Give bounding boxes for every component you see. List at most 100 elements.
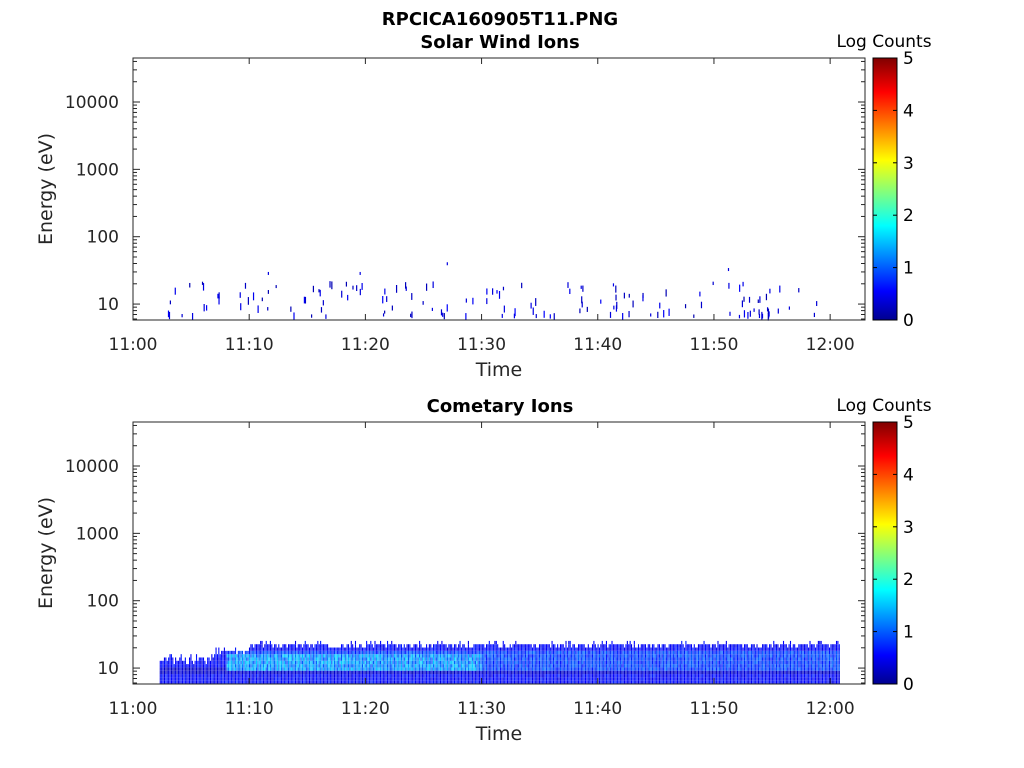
data-cell (627, 677, 628, 680)
data-cell (595, 671, 596, 674)
data-cell (299, 664, 300, 667)
data-cell (712, 664, 713, 667)
data-cell (653, 651, 654, 654)
data-cell (730, 648, 731, 651)
data-cell (547, 674, 548, 677)
data-cell (545, 651, 546, 654)
data-cell (598, 657, 599, 660)
data-cell (522, 661, 523, 664)
data-cell (354, 648, 355, 651)
data-cell (466, 667, 467, 670)
data-cell (706, 664, 707, 667)
data-cell (607, 654, 608, 657)
data-cell (323, 677, 324, 680)
data-cell (497, 651, 498, 654)
data-cell (305, 648, 306, 651)
data-cell (582, 657, 583, 660)
data-cell (181, 657, 182, 660)
data-cell (724, 674, 725, 677)
data-cell (598, 674, 599, 677)
data-cell (701, 661, 702, 664)
data-cell (356, 285, 357, 291)
data-cell (459, 644, 460, 647)
data-cell (691, 661, 692, 664)
data-cell (331, 664, 332, 667)
data-cell (681, 677, 682, 680)
data-cell (393, 654, 394, 657)
data-cell (296, 654, 297, 657)
data-cell (260, 654, 261, 657)
data-cell (381, 667, 382, 670)
data-cell (386, 654, 387, 657)
data-cell (490, 667, 491, 670)
data-cell (478, 648, 479, 651)
data-cell (415, 661, 416, 664)
data-cell (539, 651, 540, 654)
data-cell (666, 661, 667, 664)
data-cell (430, 648, 431, 651)
data-cell (374, 661, 375, 664)
data-cell (687, 654, 688, 657)
data-cell (602, 657, 603, 660)
data-cell (614, 671, 615, 674)
data-cell (366, 667, 367, 670)
data-cell (646, 661, 647, 664)
data-cell (436, 667, 437, 670)
data-cell (215, 671, 216, 674)
data-cell (458, 657, 459, 660)
data-cell (349, 667, 350, 670)
data-cell (683, 654, 684, 657)
data-cell (309, 667, 310, 670)
data-cell (716, 664, 717, 667)
data-cell (241, 661, 242, 664)
data-cell (620, 667, 621, 670)
data-cell (685, 641, 686, 644)
data-cell (377, 651, 378, 654)
data-cell (182, 671, 183, 674)
data-cell (599, 677, 600, 680)
data-cell (316, 654, 317, 657)
data-cell (507, 657, 508, 660)
data-cell (372, 648, 373, 651)
data-cell (722, 644, 723, 647)
data-cell (459, 651, 460, 654)
data-cell (684, 648, 685, 651)
data-cell (496, 674, 497, 677)
data-cell (727, 677, 728, 680)
data-cell (370, 661, 371, 664)
data-cell (469, 648, 470, 651)
data-cell (214, 654, 215, 657)
data-cell (308, 651, 309, 654)
data-cell (365, 664, 366, 667)
data-cell (441, 661, 442, 664)
data-cell (203, 677, 204, 680)
data-cell (499, 664, 500, 667)
data-cell (451, 644, 452, 647)
data-cell (313, 667, 314, 670)
data-cell (699, 644, 700, 647)
data-cell (334, 664, 335, 667)
data-cell (726, 644, 727, 647)
data-cell (564, 651, 565, 654)
data-cell (278, 648, 279, 651)
data-cell (263, 661, 264, 664)
data-cell (232, 657, 233, 660)
data-cell (645, 671, 646, 674)
data-cell (691, 677, 692, 680)
data-cell (285, 677, 286, 680)
data-cell (320, 290, 321, 297)
data-cell (407, 674, 408, 677)
data-cell (436, 671, 437, 674)
data-cell (238, 657, 239, 660)
data-cell (708, 671, 709, 674)
data-cell (701, 667, 702, 670)
data-cell (657, 651, 658, 654)
data-cell (554, 313, 555, 320)
data-cell (437, 671, 438, 674)
data-cell (592, 671, 593, 674)
data-cell (367, 677, 368, 680)
data-cell (218, 674, 219, 677)
data-cell (427, 677, 428, 680)
data-cell (473, 651, 474, 654)
data-cell (314, 667, 315, 670)
